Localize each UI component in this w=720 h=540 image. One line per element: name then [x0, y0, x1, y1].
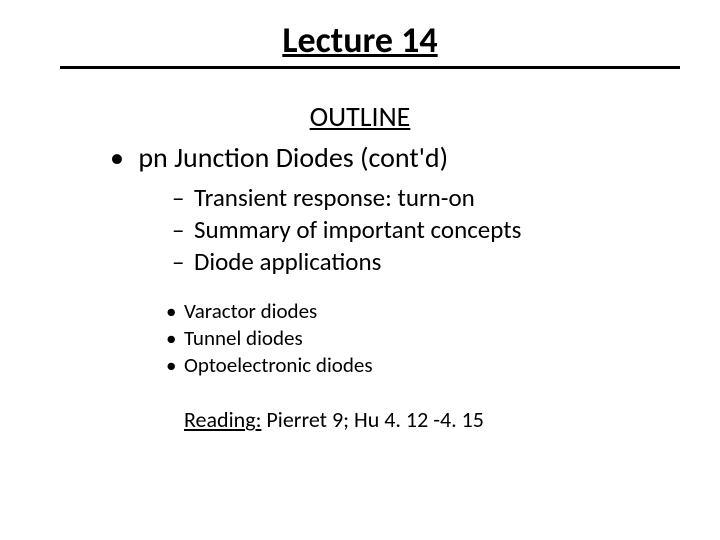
- level3-item: Tunnel diodes: [166, 325, 660, 352]
- level3-item: Optoelectronic diodes: [166, 352, 660, 379]
- level2-text: Summary of important concepts: [194, 214, 521, 245]
- level1-list: pn Junction Diodes (cont'd) Transient re…: [110, 140, 660, 378]
- level3-item: Varactor diodes: [166, 298, 660, 325]
- level2-item: Summary of important concepts: [172, 214, 660, 246]
- level3-list: Varactor diodes Tunnel diodes Optoelectr…: [132, 298, 660, 379]
- level3-text: Tunnel diodes: [184, 325, 303, 351]
- level1-text: pn Junction Diodes (cont'd): [138, 140, 448, 175]
- outline-heading: OUTLINE: [60, 99, 660, 134]
- level2-item: Transient response: turn-on: [172, 182, 660, 214]
- reading-line: Reading: Pierret 9; Hu 4. 12 -4. 15: [110, 406, 660, 433]
- level3-text: Varactor diodes: [184, 298, 317, 324]
- slide: Lecture 14 OUTLINE pn Junction Diodes (c…: [0, 0, 720, 540]
- level1-item: pn Junction Diodes (cont'd) Transient re…: [110, 140, 660, 378]
- outline-content: pn Junction Diodes (cont'd) Transient re…: [60, 140, 660, 433]
- level2-text: Diode applications: [194, 246, 381, 277]
- level2-text: Transient response: turn-on: [194, 182, 475, 213]
- reading-label: Reading:: [184, 406, 261, 433]
- level2-list: Transient response: turn-on Summary of i…: [132, 182, 660, 278]
- title-underline-rule: [60, 66, 680, 69]
- level2-item: Diode applications: [172, 246, 660, 278]
- slide-title: Lecture 14: [60, 18, 660, 62]
- reading-text: Pierret 9; Hu 4. 12 -4. 15: [261, 406, 483, 433]
- level3-text: Optoelectronic diodes: [184, 352, 373, 378]
